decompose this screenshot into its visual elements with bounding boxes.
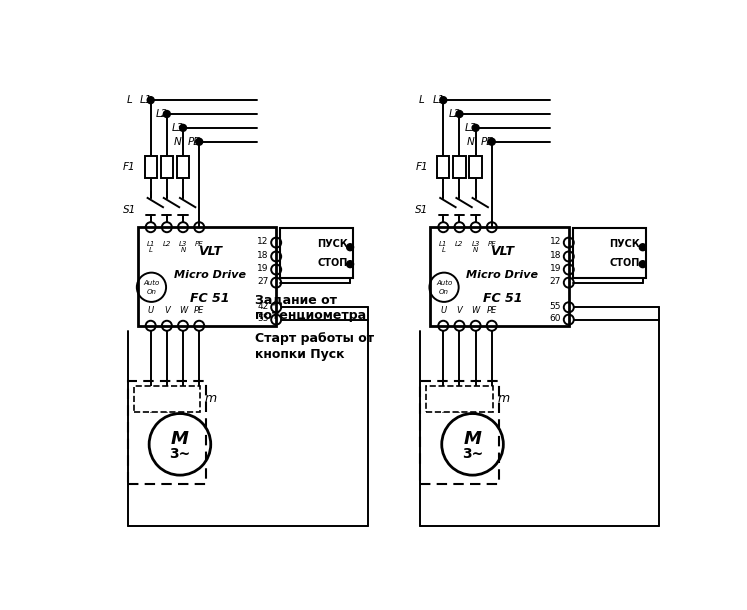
Text: V: V — [456, 306, 462, 315]
Text: U: U — [440, 306, 447, 315]
Text: 12: 12 — [550, 237, 561, 246]
Text: L1
L: L1 L — [439, 241, 447, 253]
Circle shape — [147, 96, 154, 104]
Text: PE: PE — [188, 137, 201, 147]
Text: 18: 18 — [550, 251, 561, 260]
Text: m: m — [498, 392, 509, 406]
Text: 55: 55 — [550, 302, 561, 311]
Bar — [137, 227, 276, 326]
Bar — [437, 156, 450, 178]
Bar — [427, 386, 492, 412]
Bar — [469, 156, 482, 178]
Circle shape — [196, 138, 202, 145]
Text: S1: S1 — [415, 205, 428, 215]
Text: m: m — [205, 392, 217, 406]
Text: L: L — [419, 95, 424, 105]
Text: PE: PE — [488, 241, 496, 247]
Text: W: W — [179, 306, 187, 315]
Circle shape — [347, 260, 353, 268]
Bar — [280, 228, 353, 278]
Text: VLT: VLT — [490, 245, 514, 259]
Text: ПУСК: ПУСК — [610, 239, 640, 249]
Circle shape — [440, 96, 447, 104]
Text: FC 51: FC 51 — [190, 292, 229, 304]
Bar — [161, 156, 173, 178]
Text: 42: 42 — [257, 302, 268, 311]
Text: СТОП: СТОП — [317, 257, 347, 268]
Text: M: M — [464, 430, 482, 448]
Bar — [134, 386, 200, 412]
Bar — [573, 228, 646, 278]
Text: U: U — [148, 306, 154, 315]
Text: L1: L1 — [140, 95, 152, 105]
Bar — [453, 156, 465, 178]
Text: M: M — [171, 430, 189, 448]
Text: 12: 12 — [257, 237, 268, 246]
Text: Задание от: Задание от — [255, 293, 338, 306]
Circle shape — [164, 110, 170, 118]
Text: потенциометра: потенциометра — [255, 309, 367, 322]
Circle shape — [347, 244, 353, 251]
Text: L1: L1 — [433, 95, 445, 105]
Text: Auto: Auto — [143, 281, 160, 287]
Circle shape — [456, 110, 463, 118]
Text: 27: 27 — [550, 278, 561, 286]
Text: 60: 60 — [550, 314, 561, 323]
Text: S1: S1 — [123, 205, 136, 215]
Text: 18: 18 — [257, 251, 268, 260]
Circle shape — [639, 260, 646, 268]
Text: 19: 19 — [550, 264, 561, 273]
Text: L2: L2 — [455, 241, 464, 247]
Text: L1
L: L1 L — [146, 241, 155, 253]
Text: PE: PE — [194, 306, 205, 315]
Text: On: On — [146, 289, 156, 295]
Text: FC 51: FC 51 — [483, 292, 522, 304]
Text: кнопки Пуск: кнопки Пуск — [255, 348, 345, 361]
Text: L3
N: L3 N — [471, 241, 480, 253]
Bar — [420, 381, 499, 484]
Text: V: V — [164, 306, 170, 315]
Text: W: W — [471, 306, 480, 315]
Text: On: On — [439, 289, 449, 295]
Circle shape — [472, 124, 479, 131]
Text: Micro Drive: Micro Drive — [466, 270, 539, 279]
Bar — [430, 227, 568, 326]
Text: 19: 19 — [257, 264, 268, 273]
Text: L2: L2 — [163, 241, 171, 247]
Text: L3: L3 — [173, 123, 185, 133]
Text: L: L — [126, 95, 132, 105]
Text: F1: F1 — [123, 162, 135, 172]
Text: L2: L2 — [449, 109, 461, 119]
Text: Auto: Auto — [436, 281, 452, 287]
Text: L3
N: L3 N — [179, 241, 187, 253]
Circle shape — [179, 124, 187, 131]
Text: ПУСК: ПУСК — [317, 239, 348, 249]
Text: PE: PE — [481, 137, 494, 147]
Circle shape — [639, 244, 646, 251]
Text: L3: L3 — [465, 123, 477, 133]
Text: PE: PE — [486, 306, 497, 315]
Text: N: N — [466, 137, 474, 147]
Text: 3~: 3~ — [462, 447, 483, 461]
Circle shape — [489, 138, 495, 145]
Text: PE: PE — [195, 241, 203, 247]
Text: 3~: 3~ — [170, 447, 190, 461]
Text: Micro Drive: Micro Drive — [173, 270, 246, 279]
Text: Старт работы от: Старт работы от — [255, 332, 374, 345]
Text: 27: 27 — [257, 278, 268, 286]
Bar — [144, 156, 157, 178]
Text: N: N — [174, 137, 182, 147]
Bar — [128, 381, 206, 484]
Text: L2: L2 — [156, 109, 168, 119]
Text: VLT: VLT — [198, 245, 222, 259]
Bar — [177, 156, 189, 178]
Text: F1: F1 — [415, 162, 428, 172]
Text: 55: 55 — [257, 314, 268, 323]
Text: СТОП: СТОП — [610, 257, 640, 268]
